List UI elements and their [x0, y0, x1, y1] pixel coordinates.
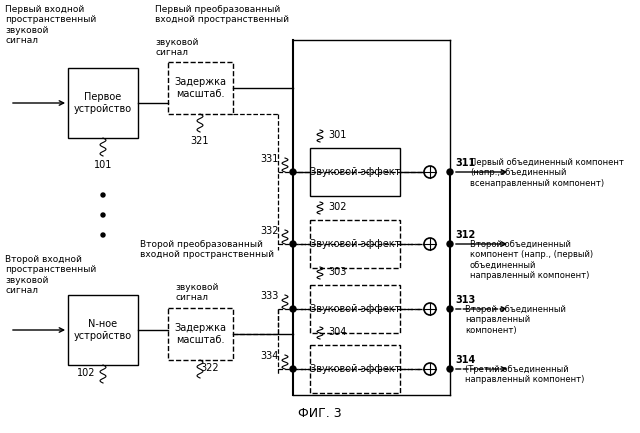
Text: N-ное
устройство: N-ное устройство [74, 319, 132, 341]
Text: Первый объединенный компонент
(напр.,объединенный
всенаправленный компонент): Первый объединенный компонент (напр.,объ… [470, 158, 624, 188]
Bar [68, 295, 138, 365]
Text: 332: 332 [260, 226, 279, 236]
Text: 334: 334 [260, 351, 279, 361]
Bar [168, 308, 233, 360]
Circle shape [290, 306, 296, 312]
Bar [310, 148, 400, 196]
Text: Задержка
масштаб.: Задержка масштаб. [175, 323, 227, 345]
Text: звуковой
сигнал: звуковой сигнал [155, 38, 198, 58]
Text: 303: 303 [328, 267, 346, 277]
Text: Первый входной
пространственный
звуковой
сигнал: Первый входной пространственный звуковой… [5, 5, 96, 45]
Circle shape [290, 241, 296, 247]
Bar [310, 345, 400, 393]
Text: Задержка
масштаб.: Задержка масштаб. [175, 77, 227, 99]
Text: 314: 314 [455, 355, 476, 365]
Circle shape [447, 169, 453, 175]
Circle shape [101, 213, 105, 217]
Circle shape [101, 233, 105, 237]
Text: 331: 331 [260, 154, 279, 164]
Circle shape [101, 193, 105, 197]
Text: 304: 304 [328, 327, 346, 337]
Text: Второй преобразованный
входной пространственный: Второй преобразованный входной пространс… [140, 240, 274, 259]
Text: 311: 311 [455, 158, 476, 168]
Text: звуковой
сигнал: звуковой сигнал [175, 283, 218, 302]
Text: (Третий объединенный
направленный компонент): (Третий объединенный направленный компон… [465, 365, 584, 385]
Bar [68, 68, 138, 138]
Circle shape [447, 366, 453, 372]
Circle shape [447, 306, 453, 312]
Bar [168, 62, 233, 114]
Text: 313: 313 [455, 295, 476, 305]
Text: Звуковой эффект: Звуковой эффект [310, 239, 400, 249]
Text: Звуковой эффект: Звуковой эффект [310, 167, 400, 177]
Circle shape [290, 169, 296, 175]
Text: ФИГ. 3: ФИГ. 3 [298, 407, 342, 420]
Text: 301: 301 [328, 130, 346, 140]
Text: Второй объединенный
компонент (напр., (первый)
объединенный
направленный компоне: Второй объединенный компонент (напр., (п… [470, 240, 593, 280]
Text: 302: 302 [328, 202, 346, 212]
Text: Первый преобразованный
входной пространственный: Первый преобразованный входной пространс… [155, 5, 289, 24]
Circle shape [447, 241, 453, 247]
Text: Первое
устройство: Первое устройство [74, 92, 132, 114]
Text: Звуковой эффект: Звуковой эффект [310, 304, 400, 314]
Text: Второй входной
пространственный
звуковой
сигнал: Второй входной пространственный звуковой… [5, 255, 96, 295]
Circle shape [290, 366, 296, 372]
Text: 312: 312 [455, 230, 476, 240]
Text: Второй объединенный
направленный
компонент): Второй объединенный направленный компоне… [465, 305, 566, 335]
Bar [310, 220, 400, 268]
Text: 333: 333 [260, 291, 279, 301]
Text: Звуковой эффект: Звуковой эффект [310, 364, 400, 374]
Text: 102: 102 [77, 368, 95, 378]
Text: 322: 322 [200, 363, 219, 373]
Text: 101: 101 [94, 160, 112, 170]
Text: 321: 321 [191, 136, 209, 146]
Bar [310, 285, 400, 333]
